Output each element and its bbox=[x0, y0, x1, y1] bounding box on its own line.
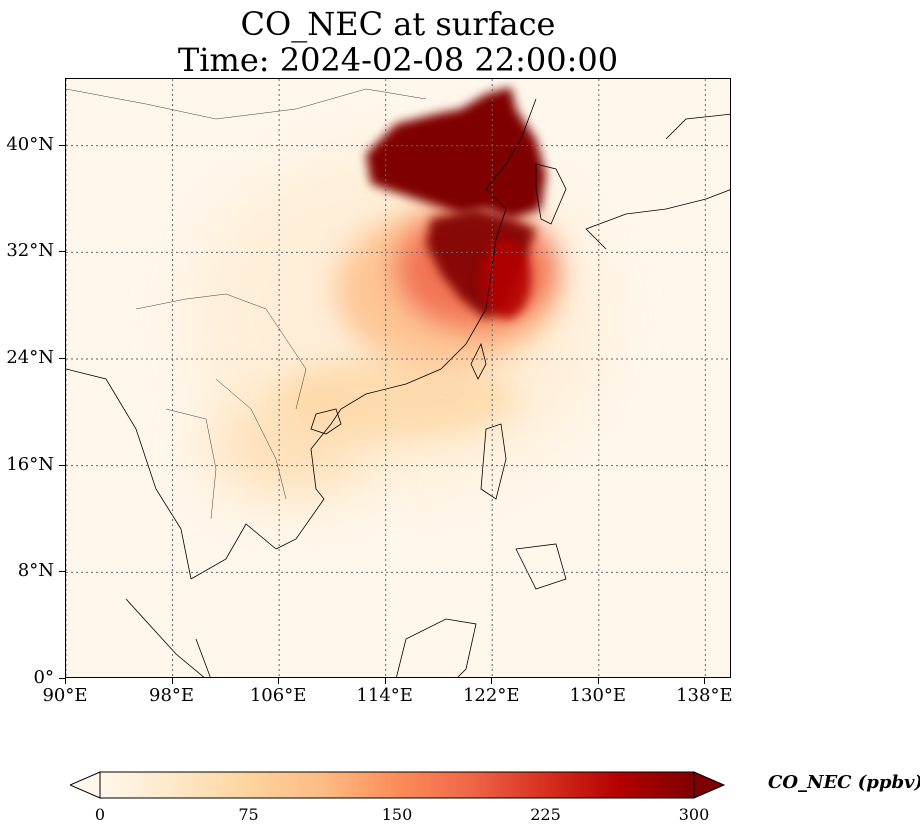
x-tick-label: 98°E bbox=[149, 685, 195, 706]
coast-hainan bbox=[310, 408, 342, 435]
co-concentration-field bbox=[186, 87, 606, 499]
x-tick-label: 122°E bbox=[462, 685, 520, 706]
coast-taiwan bbox=[470, 342, 487, 380]
border-indochina bbox=[135, 293, 307, 410]
y-tick-label: 8°N bbox=[17, 560, 54, 582]
y-tick-mark bbox=[59, 144, 65, 146]
coast-china bbox=[275, 98, 537, 550]
colorbar-gradient bbox=[99, 771, 695, 799]
map-title-line1: CO_NEC at surface bbox=[240, 5, 556, 43]
colorbar-tick-label: 75 bbox=[238, 805, 259, 824]
coastlines bbox=[66, 98, 730, 677]
colorbar-tick-label: 0 bbox=[94, 805, 106, 824]
map-title-line2: Time: 2024-02-08 22:00:00 bbox=[177, 41, 619, 79]
colorbar-extend-min bbox=[70, 771, 101, 799]
gridlines bbox=[66, 79, 730, 677]
coast-korea bbox=[535, 163, 567, 225]
coast-gulf-thailand bbox=[190, 523, 277, 580]
y-tick-label: 24°N bbox=[6, 347, 54, 368]
x-tick-label: 130°E bbox=[569, 685, 627, 706]
map-panel bbox=[65, 78, 731, 678]
y-tick-label: 32°N bbox=[6, 240, 54, 262]
border-laos-vietnam bbox=[215, 378, 287, 500]
colorbar bbox=[70, 771, 725, 799]
plume-shanghai bbox=[481, 239, 531, 319]
x-tick-mark bbox=[704, 678, 706, 684]
x-tick-mark bbox=[384, 678, 386, 684]
colorbar-label: CO_NEC (ppbv) bbox=[768, 772, 920, 793]
colorbar-tick-label: 300 bbox=[678, 805, 710, 824]
border-thailand bbox=[165, 408, 217, 520]
border-mongolia bbox=[66, 88, 427, 120]
y-tick-mark bbox=[59, 464, 65, 466]
coast-luzon bbox=[480, 423, 507, 500]
x-tick-mark bbox=[278, 678, 280, 684]
coast-japan bbox=[585, 113, 730, 250]
x-tick-mark bbox=[491, 678, 493, 684]
x-tick-mark bbox=[171, 678, 173, 684]
y-tick-label: 0° bbox=[33, 667, 54, 688]
colorbar-tick-label: 150 bbox=[381, 805, 413, 824]
plume-core-north bbox=[366, 87, 546, 219]
colorbar-extend-max bbox=[693, 771, 725, 799]
coast-sumatra bbox=[125, 598, 205, 677]
y-tick-mark bbox=[59, 678, 65, 679]
y-tick-mark bbox=[59, 358, 65, 359]
x-tick-mark bbox=[597, 678, 599, 684]
coast-mindanao bbox=[515, 543, 567, 590]
y-tick-label: 16°N bbox=[6, 453, 54, 475]
coast-myanmar bbox=[66, 368, 192, 580]
x-tick-label: 114°E bbox=[356, 685, 413, 706]
x-tick-label: 138°E bbox=[676, 685, 733, 706]
x-tick-label: 106°E bbox=[249, 685, 307, 706]
colorbar-tick-label: 225 bbox=[530, 805, 561, 824]
y-tick-mark bbox=[59, 571, 65, 573]
x-tick-mark bbox=[65, 678, 66, 684]
country-borders bbox=[66, 88, 427, 520]
y-tick-mark bbox=[59, 251, 65, 253]
map-canvas bbox=[66, 79, 730, 677]
coast-malaya bbox=[195, 638, 211, 677]
coast-borneo bbox=[396, 618, 477, 677]
plume-southchina bbox=[276, 359, 516, 439]
x-tick-label: 90°E bbox=[42, 685, 88, 706]
y-tick-label: 40°N bbox=[6, 133, 54, 155]
